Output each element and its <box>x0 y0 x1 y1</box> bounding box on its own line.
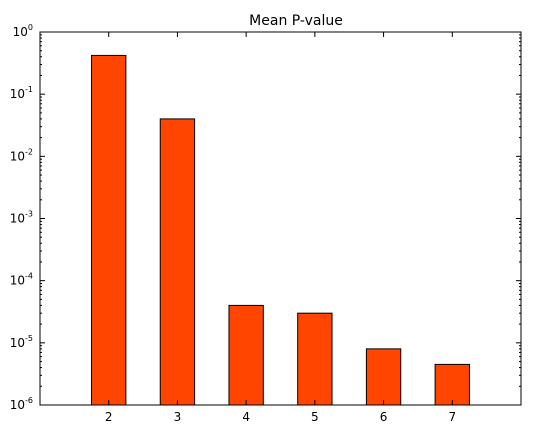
plot-frame <box>39 31 522 406</box>
x-tick-label-6: 6 <box>380 410 388 424</box>
x-tick-label-4: 4 <box>242 410 250 424</box>
y-tick-label: 10-4 <box>10 272 33 288</box>
y-tick-label: 10-1 <box>10 85 33 101</box>
y-tick-label: 10-3 <box>10 210 33 226</box>
x-tick-label-3: 3 <box>174 410 182 424</box>
x-tick-label-7: 7 <box>448 410 456 424</box>
y-ticks-layer: 10-6 10-5 10-4 10-3 10-2 10-1 100 <box>10 23 521 412</box>
bar-5 <box>297 312 333 406</box>
x-axis-label: K <box>277 427 286 429</box>
chart-title: Mean P-value <box>249 13 343 29</box>
x-tick-label-2: 2 <box>105 410 113 424</box>
x-tick-label-5: 5 <box>311 410 319 424</box>
y-tick-label: 10-2 <box>10 147 33 163</box>
y-tick-label: 10-5 <box>10 334 33 350</box>
bar-7 <box>434 363 470 406</box>
y-tick-label: 100 <box>13 23 33 39</box>
bar-3 <box>159 118 196 406</box>
bar-4 <box>228 304 264 406</box>
x-ticks-layer: 2 3 4 5 6 7 <box>105 32 456 424</box>
bars-layer <box>91 54 470 406</box>
bar-6 <box>365 348 402 406</box>
bar-2 <box>91 54 127 406</box>
y-tick-label: 10-6 <box>10 396 33 412</box>
